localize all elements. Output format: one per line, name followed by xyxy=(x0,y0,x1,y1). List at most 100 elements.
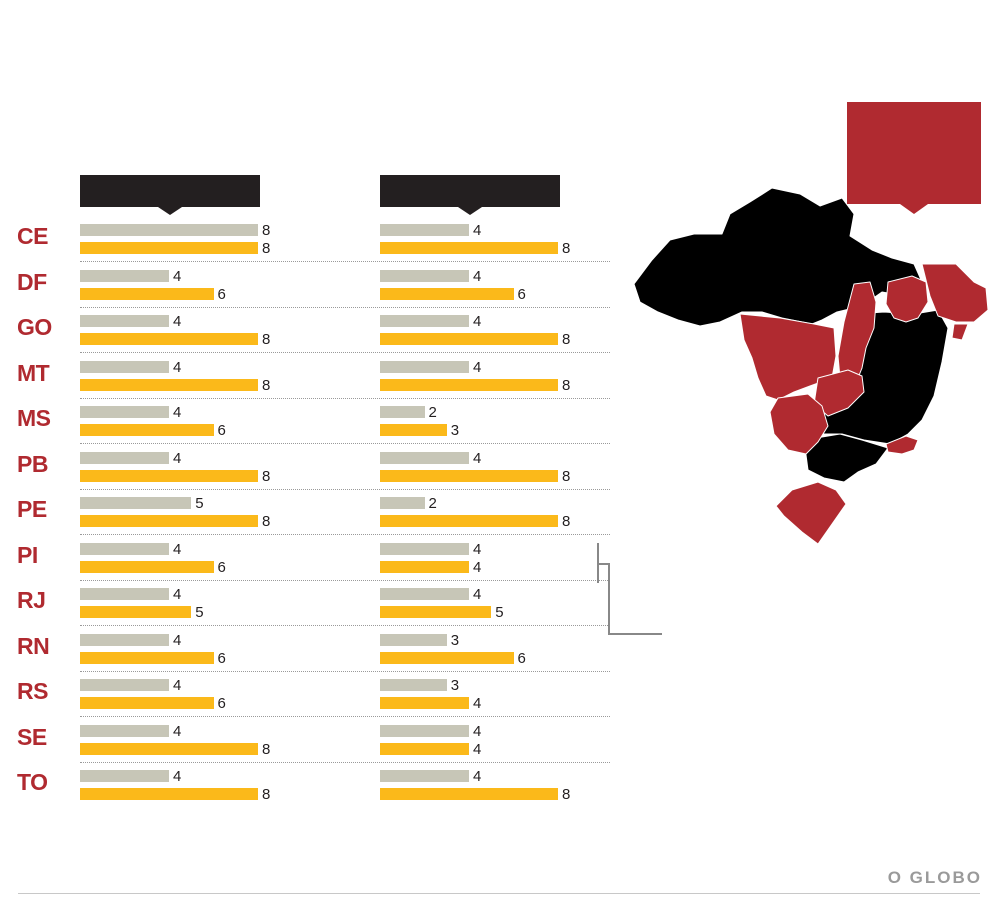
bar-to-panel1-yellow xyxy=(80,788,258,800)
value-label-df-panel1-gray: 4 xyxy=(173,267,182,285)
value-label-to-panel1-gray: 4 xyxy=(173,768,182,785)
bar-df-panel1-yellow xyxy=(80,287,214,300)
value-label-rn-panel1-yellow: 6 xyxy=(217,649,226,667)
value-label-ms-panel2-gray: 2 xyxy=(428,404,437,421)
state-label-rj: RJ xyxy=(17,587,46,613)
bar-rs-panel1-gray xyxy=(80,679,169,691)
map-state-pi xyxy=(885,275,929,323)
map-state-rj xyxy=(885,435,919,455)
map-callout-box xyxy=(847,102,981,214)
bar-go-panel1-yellow xyxy=(80,333,258,345)
value-label-ms-panel1-yellow: 6 xyxy=(217,422,226,439)
value-label-ce-panel2-yellow: 8 xyxy=(562,240,571,257)
value-label-go-panel1-yellow: 8 xyxy=(262,331,271,348)
value-label-rj-panel1-yellow: 5 xyxy=(195,604,204,621)
panel-header-left xyxy=(80,175,260,215)
row-separator xyxy=(80,261,610,262)
bar-to-panel2-gray xyxy=(380,770,469,782)
bar-rs-panel2-yellow xyxy=(380,697,469,709)
row-separator xyxy=(80,443,610,444)
value-label-pe-panel2-gray: 2 xyxy=(428,495,437,512)
value-label-pe-panel2-yellow: 8 xyxy=(562,513,571,530)
row-separator xyxy=(80,534,610,535)
bar-ms-panel1-yellow xyxy=(80,424,214,436)
map-state-ne-coast xyxy=(921,263,989,323)
bar-mt-panel1-gray xyxy=(80,360,169,373)
value-label-pb-panel2-yellow: 8 xyxy=(562,467,571,485)
value-label-rj-panel1-gray: 4 xyxy=(173,586,182,603)
state-label-pi: PI xyxy=(17,541,38,568)
row-separator xyxy=(80,352,610,353)
value-label-mt-panel2-gray: 4 xyxy=(473,358,482,376)
map-state-se xyxy=(951,323,969,341)
value-label-rs-panel2-gray: 3 xyxy=(450,677,460,694)
state-label-rn: RN xyxy=(17,632,50,659)
bar-ms-panel2-gray xyxy=(380,406,425,418)
value-label-to-panel2-gray: 4 xyxy=(473,768,482,785)
bar-ce-panel1-yellow xyxy=(80,242,258,254)
bar-df-panel2-yellow xyxy=(380,287,514,300)
value-label-ce-panel1-yellow: 8 xyxy=(262,240,271,257)
value-label-pe-panel1-yellow: 8 xyxy=(262,513,271,530)
brazil-map xyxy=(633,187,989,545)
map-state-mt xyxy=(739,313,837,401)
map-state-ms xyxy=(769,393,829,455)
value-label-go-panel2-gray: 4 xyxy=(473,313,482,330)
state-label-rs: RS xyxy=(17,678,48,704)
bar-pb-panel1-gray xyxy=(80,451,169,464)
value-label-rn-panel2-gray: 3 xyxy=(450,631,460,649)
value-label-pb-panel2-gray: 4 xyxy=(473,449,482,467)
value-label-rs-panel1-yellow: 6 xyxy=(217,695,226,712)
row-separator xyxy=(80,579,610,581)
bar-ms-panel1-gray xyxy=(80,406,169,418)
bar-rn-panel2-gray xyxy=(380,633,447,646)
value-label-df-panel2-yellow: 6 xyxy=(517,285,526,303)
value-label-rn-panel2-yellow: 6 xyxy=(517,649,526,667)
row-separator xyxy=(80,625,610,626)
value-label-rj-panel2-yellow: 5 xyxy=(495,604,504,621)
state-label-df: DF xyxy=(17,268,47,295)
legend-swatch-gray xyxy=(17,110,31,124)
bar-pe-panel1-gray xyxy=(80,497,192,509)
bar-se-panel2-yellow xyxy=(380,742,469,755)
row-separator xyxy=(80,670,610,672)
value-label-se-panel1-gray: 4 xyxy=(173,722,182,740)
value-label-mt-panel1-gray: 4 xyxy=(173,358,182,376)
value-label-se-panel1-yellow: 8 xyxy=(262,740,271,758)
bar-rj-panel2-yellow xyxy=(380,606,492,618)
state-label-pe: PE xyxy=(17,496,47,522)
row-separator xyxy=(80,761,610,763)
bar-pe-panel2-yellow xyxy=(380,515,558,527)
bar-rj-panel1-yellow xyxy=(80,606,192,618)
value-label-ms-panel1-gray: 4 xyxy=(173,404,182,421)
bar-pi-panel2-yellow xyxy=(380,560,469,573)
value-label-mt-panel2-yellow: 8 xyxy=(562,376,571,394)
value-label-to-panel1-yellow: 8 xyxy=(262,786,271,803)
row-separator xyxy=(80,306,610,308)
value-label-pb-panel1-gray: 4 xyxy=(173,449,182,467)
bar-pi-panel2-gray xyxy=(380,542,469,555)
bar-se-panel1-gray xyxy=(80,724,169,737)
value-label-df-panel1-yellow: 6 xyxy=(217,285,226,303)
bar-ce-panel2-gray xyxy=(380,224,469,236)
legend-swatch-yellow xyxy=(17,133,31,147)
value-label-pi-panel1-gray: 4 xyxy=(173,540,182,558)
value-label-ce-panel2-gray: 4 xyxy=(473,222,482,239)
state-label-mt: MT xyxy=(17,359,50,386)
bar-rj-panel2-gray xyxy=(380,588,469,600)
bar-rs-panel2-gray xyxy=(380,679,447,691)
bar-ms-panel2-yellow xyxy=(380,424,447,436)
value-label-rn-panel1-gray: 4 xyxy=(173,631,182,649)
value-label-ms-panel2-yellow: 3 xyxy=(450,422,460,439)
bar-rn-panel2-yellow xyxy=(380,651,514,664)
bar-to-panel2-yellow xyxy=(380,788,558,800)
value-label-go-panel1-gray: 4 xyxy=(173,313,182,330)
bar-rn-panel1-gray xyxy=(80,633,169,646)
bar-rj-panel1-gray xyxy=(80,588,169,600)
bar-se-panel1-yellow xyxy=(80,742,258,755)
row-separator xyxy=(80,397,610,399)
bar-go-panel2-gray xyxy=(380,315,469,327)
value-label-ce-panel1-gray: 8 xyxy=(262,222,271,239)
value-label-rj-panel2-gray: 4 xyxy=(473,586,482,603)
state-label-ms: MS xyxy=(17,405,51,431)
